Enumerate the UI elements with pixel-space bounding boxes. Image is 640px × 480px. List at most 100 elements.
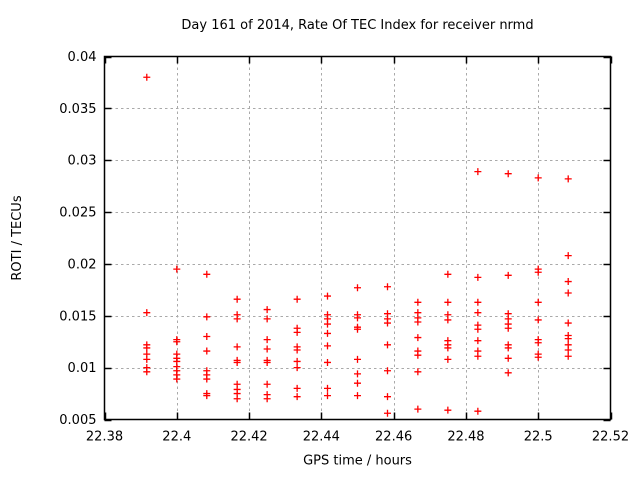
data-point — [383, 319, 391, 327]
y-tick-label: 0.025 — [59, 206, 96, 221]
plot-border — [103, 55, 612, 421]
y-tick-labels: 0.005 0.01 0.015 0.02 0.025 0.03 0.035 0.04 — [59, 50, 96, 428]
data-point — [474, 337, 482, 345]
y-axis-label: ROTI / TECUs — [10, 195, 25, 280]
data-point — [504, 170, 512, 178]
data-point — [534, 316, 542, 324]
data-point — [383, 341, 391, 349]
data-point — [293, 393, 301, 401]
data-point — [354, 392, 361, 400]
data-point — [263, 395, 271, 403]
data-point — [504, 344, 512, 352]
data-point — [504, 369, 512, 377]
data-point — [324, 358, 332, 366]
data-point — [354, 325, 361, 333]
data-point — [444, 406, 452, 414]
data-point — [414, 334, 422, 342]
chart-title: Day 161 of 2014, Rate Of TEC Index for r… — [181, 18, 533, 33]
data-point — [564, 319, 572, 327]
x-axis-label: GPS time / hours — [303, 454, 412, 469]
data-point — [444, 355, 452, 363]
data-point — [564, 175, 572, 183]
data-point — [324, 342, 332, 350]
data-point — [564, 278, 572, 286]
data-point — [504, 354, 512, 362]
data-point — [263, 380, 271, 388]
data-point — [354, 284, 361, 292]
data-point — [324, 384, 332, 392]
data-point — [474, 273, 482, 281]
data-point — [233, 358, 241, 366]
data-point — [173, 338, 181, 346]
x-tick-label: 22.52 — [592, 430, 629, 445]
x-tick-label: 22.42 — [230, 430, 267, 445]
data-point — [414, 368, 422, 376]
data-point — [143, 309, 151, 317]
data-point — [564, 346, 572, 354]
data-point — [293, 346, 301, 354]
axis-tick-marks — [104, 56, 613, 422]
data-point — [474, 325, 482, 333]
data-point — [324, 320, 332, 328]
data-point — [383, 393, 391, 401]
x-tick-label: 22.46 — [375, 430, 412, 445]
data-point — [203, 347, 211, 355]
gridlines — [104, 56, 611, 420]
data-point — [263, 345, 271, 353]
data-point — [474, 298, 482, 306]
y-tick-label: 0.04 — [68, 50, 97, 65]
data-point — [143, 73, 151, 81]
data-point — [293, 384, 301, 392]
x-tick-label: 22.48 — [447, 430, 484, 445]
data-point — [173, 375, 181, 383]
data-point — [203, 392, 211, 400]
data-point — [504, 324, 512, 332]
data-point — [534, 298, 542, 306]
data-point — [444, 316, 452, 324]
data-point — [444, 298, 452, 306]
data-point — [354, 314, 361, 322]
data-point — [203, 313, 211, 321]
data-point — [293, 357, 301, 365]
data-point — [534, 174, 542, 182]
data-point — [474, 352, 482, 360]
data-point — [444, 270, 452, 278]
data-point — [414, 351, 422, 359]
y-tick-label: 0.035 — [59, 102, 96, 117]
data-point — [564, 252, 572, 260]
x-tick-labels: 22.38 22.4 22.42 22.44 22.46 22.48 22.5 22.52 — [86, 430, 629, 445]
data-point — [474, 168, 482, 176]
data-point — [173, 265, 181, 273]
data-point — [564, 352, 572, 360]
data-points — [143, 73, 572, 417]
data-point — [354, 370, 361, 378]
data-point — [474, 407, 482, 415]
data-point — [534, 268, 542, 276]
data-point — [324, 329, 332, 337]
data-point — [414, 298, 422, 306]
x-tick-label: 22.5 — [524, 430, 553, 445]
data-point — [263, 358, 271, 366]
data-point — [354, 379, 361, 387]
x-tick-label: 22.4 — [162, 430, 191, 445]
y-tick-label: 0.005 — [59, 413, 96, 428]
data-point — [143, 344, 151, 352]
data-point — [534, 339, 542, 347]
y-tick-label: 0.02 — [68, 257, 97, 272]
data-point — [354, 355, 361, 363]
data-point — [233, 315, 241, 323]
data-point — [383, 367, 391, 375]
data-point — [203, 375, 211, 383]
data-point — [263, 315, 271, 323]
data-point — [414, 318, 422, 326]
data-point — [564, 289, 572, 297]
data-point — [324, 292, 332, 300]
data-point — [143, 368, 151, 376]
data-point — [293, 364, 301, 372]
y-tick-label: 0.03 — [68, 154, 97, 169]
data-point — [233, 395, 241, 403]
data-point — [203, 333, 211, 341]
data-point — [203, 270, 211, 278]
data-point — [383, 409, 391, 417]
